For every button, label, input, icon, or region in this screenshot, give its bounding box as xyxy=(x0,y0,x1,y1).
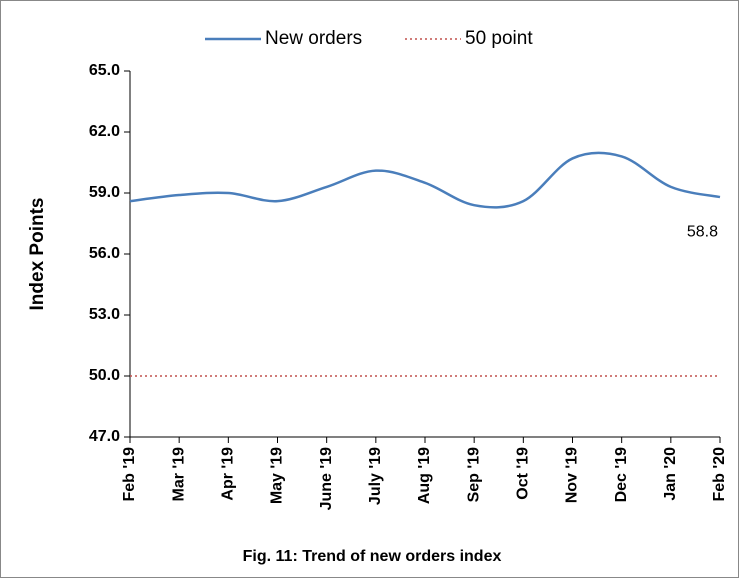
y-tick-label: 53.0 xyxy=(89,306,120,323)
x-tick-label: June '19 xyxy=(318,447,335,510)
x-tick-label: May '19 xyxy=(269,447,286,504)
legend-label: New orders xyxy=(265,28,362,49)
x-tick-label: Nov '19 xyxy=(564,447,581,503)
legend-label: 50 point xyxy=(465,28,533,49)
y-tick-label: 56.0 xyxy=(89,245,120,262)
y-tick-label: 62.0 xyxy=(89,123,120,140)
x-tick-label: Apr '19 xyxy=(220,447,237,501)
line-series xyxy=(129,151,721,209)
y-tick-label: 50.0 xyxy=(89,367,120,384)
x-tick-label: Feb '20 xyxy=(711,447,728,502)
x-tick-label: Feb '19 xyxy=(121,447,138,502)
x-tick-label: Jan '20 xyxy=(662,447,679,501)
x-tick-label: Aug '19 xyxy=(416,447,433,504)
x-tick-label: Sep '19 xyxy=(465,447,482,502)
x-tick-label: Mar '19 xyxy=(170,447,187,502)
y-tick-label: 59.0 xyxy=(89,184,120,201)
x-tick-label: July '19 xyxy=(367,447,384,505)
x-tick-label: Dec '19 xyxy=(613,447,630,503)
value-label: 58.8 xyxy=(687,223,718,240)
y-axis-label: Index Points xyxy=(27,198,48,311)
y-tick-label: 47.0 xyxy=(89,428,120,445)
y-tick-label: 65.0 xyxy=(89,62,120,79)
x-tick-label: Oct '19 xyxy=(515,447,532,500)
chart-title: Fig. 11: Trend of new orders index xyxy=(243,548,502,565)
